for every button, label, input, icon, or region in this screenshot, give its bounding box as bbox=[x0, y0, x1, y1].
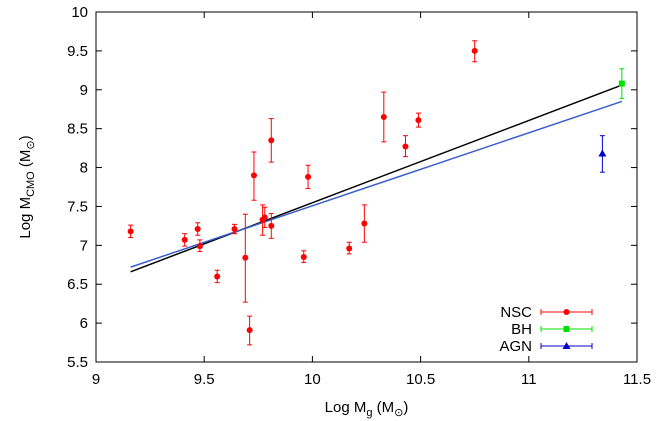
data-point-nsc bbox=[181, 233, 188, 247]
marker bbox=[598, 149, 607, 157]
marker bbox=[380, 114, 387, 120]
data-point-nsc bbox=[471, 40, 478, 63]
legend-label: BH bbox=[511, 321, 532, 338]
marker bbox=[181, 236, 188, 243]
data-point-nsc bbox=[259, 204, 266, 236]
y-tick-label: 7.5 bbox=[67, 198, 88, 215]
x-tick-label: 11 bbox=[521, 371, 537, 388]
marker bbox=[261, 214, 268, 221]
data-point-nsc bbox=[196, 239, 203, 253]
data-point-nsc bbox=[250, 151, 257, 201]
data-point-nsc bbox=[268, 118, 275, 163]
data-point-nsc bbox=[194, 222, 201, 236]
marker bbox=[402, 143, 409, 150]
data-point-nsc bbox=[300, 250, 307, 263]
marker bbox=[246, 327, 253, 334]
marker bbox=[194, 226, 201, 232]
y-tick-label: 8 bbox=[80, 160, 88, 177]
marker bbox=[346, 245, 353, 252]
data-point-nsc bbox=[268, 212, 275, 239]
x-tick-label: 9 bbox=[92, 371, 100, 388]
data-point-nsc bbox=[246, 315, 253, 346]
x-tick-label: 9.5 bbox=[194, 371, 215, 388]
data-point-nsc bbox=[346, 241, 353, 255]
data-point-bh bbox=[618, 68, 625, 99]
marker bbox=[305, 173, 312, 180]
marker bbox=[471, 47, 478, 54]
data-point-agn bbox=[598, 135, 607, 173]
data-point-nsc bbox=[415, 112, 422, 128]
data-point-nsc bbox=[242, 213, 249, 303]
marker bbox=[618, 80, 625, 87]
axis-ticks: 9 9.5 10 10.5 11 11.5 5.5 6 6.5 7 7.5 8 8.5 9 9.5 10 bbox=[67, 4, 651, 388]
x-axis-title: Log Mg (M⊙) bbox=[325, 399, 409, 419]
data-point-nsc bbox=[361, 204, 368, 243]
marker bbox=[231, 226, 238, 232]
marker bbox=[300, 254, 307, 260]
legend-marker bbox=[563, 326, 570, 332]
data-point-nsc bbox=[402, 135, 409, 158]
y-tick-label: 9.5 bbox=[67, 43, 88, 60]
legend-marker bbox=[563, 309, 570, 315]
plot-area bbox=[127, 40, 625, 346]
y-tick-label: 7 bbox=[80, 237, 88, 254]
marker bbox=[268, 222, 275, 229]
data-point-nsc bbox=[231, 223, 238, 235]
marker bbox=[415, 117, 422, 124]
x-tick-label: 10 bbox=[304, 371, 321, 388]
x-tick-label: 10.5 bbox=[406, 371, 435, 388]
legend-marker bbox=[562, 342, 571, 349]
data-point-nsc bbox=[261, 206, 268, 228]
y-tick-label: 6.5 bbox=[67, 276, 88, 293]
y-tick-label: 5.5 bbox=[67, 354, 88, 371]
marker bbox=[268, 137, 275, 144]
y-tick-label: 9 bbox=[80, 82, 88, 99]
y-tick-label: 10 bbox=[71, 4, 88, 21]
marker bbox=[127, 228, 134, 235]
plot-frame bbox=[95, 11, 638, 363]
fit-line bbox=[130, 84, 623, 273]
marker bbox=[196, 243, 203, 250]
data-point-nsc bbox=[305, 164, 312, 190]
data-point-nsc bbox=[380, 91, 387, 143]
data-point-nsc bbox=[214, 269, 221, 284]
marker bbox=[361, 220, 368, 227]
marker bbox=[214, 273, 221, 280]
y-tick-label: 8.5 bbox=[67, 121, 88, 138]
fit-line bbox=[130, 100, 623, 268]
legend-label: AGN bbox=[499, 338, 532, 355]
data-point-nsc bbox=[127, 224, 134, 239]
marker bbox=[250, 172, 257, 179]
y-axis-title: Log MCMO (M⊙) bbox=[17, 135, 37, 238]
y-tick-label: 6 bbox=[80, 315, 88, 332]
x-tick-label: 11.5 bbox=[623, 371, 651, 388]
marker bbox=[242, 254, 249, 261]
legend-label: NSC bbox=[500, 304, 532, 321]
